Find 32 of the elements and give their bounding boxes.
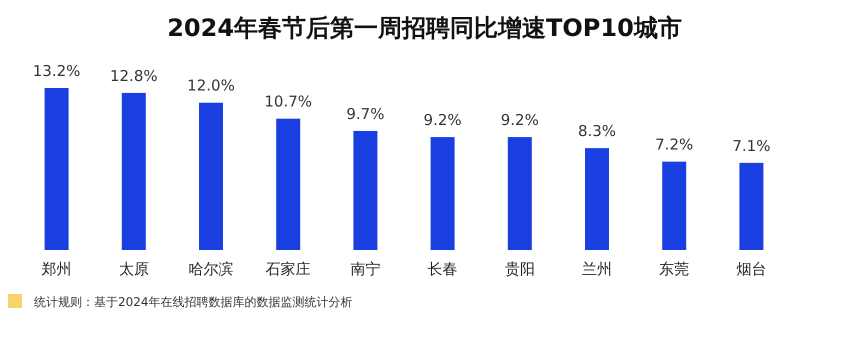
data-label: 7.1%	[732, 136, 770, 155]
chart-title: 2024年春节后第一周招聘同比增速TOP10城市	[167, 14, 682, 42]
bar	[353, 130, 378, 250]
x-tick-label: 哈尔滨	[188, 260, 234, 278]
data-label: 9.7%	[346, 104, 384, 123]
text: 统计规则：基于2024年在线招聘数据库的数据监测统计分析	[34, 295, 353, 309]
x-tick-label: 郑州	[42, 260, 72, 278]
data-label: 10.7%	[264, 92, 312, 111]
data-label: 9.2%	[424, 111, 462, 130]
bar	[662, 162, 686, 250]
data-label: 7.2%	[655, 136, 694, 154]
x-tick-label: 兰州	[582, 260, 612, 278]
data-label: 12.8%	[110, 66, 158, 85]
bar	[739, 162, 764, 250]
x-tick-label: 太原	[118, 260, 149, 278]
x-tick-label: 贵阳	[504, 260, 535, 278]
x-tick-label: 石家庄	[266, 260, 311, 278]
data-label: 9.2%	[500, 111, 539, 130]
bar	[508, 137, 532, 250]
x-tick-label: 长春	[428, 260, 458, 278]
data-label: 13.2%	[32, 62, 80, 80]
x-tick-label: 东莞	[659, 260, 690, 278]
bar	[276, 118, 300, 250]
bar	[122, 92, 146, 250]
bar	[585, 148, 609, 250]
bar	[430, 137, 455, 250]
data-label: 12.0%	[187, 76, 235, 95]
bar	[199, 102, 223, 250]
bar	[44, 88, 69, 250]
x-tick-label: 南宁	[350, 260, 380, 278]
data-label: 8.3%	[578, 122, 616, 140]
x-tick-label: 烟台	[736, 260, 766, 278]
